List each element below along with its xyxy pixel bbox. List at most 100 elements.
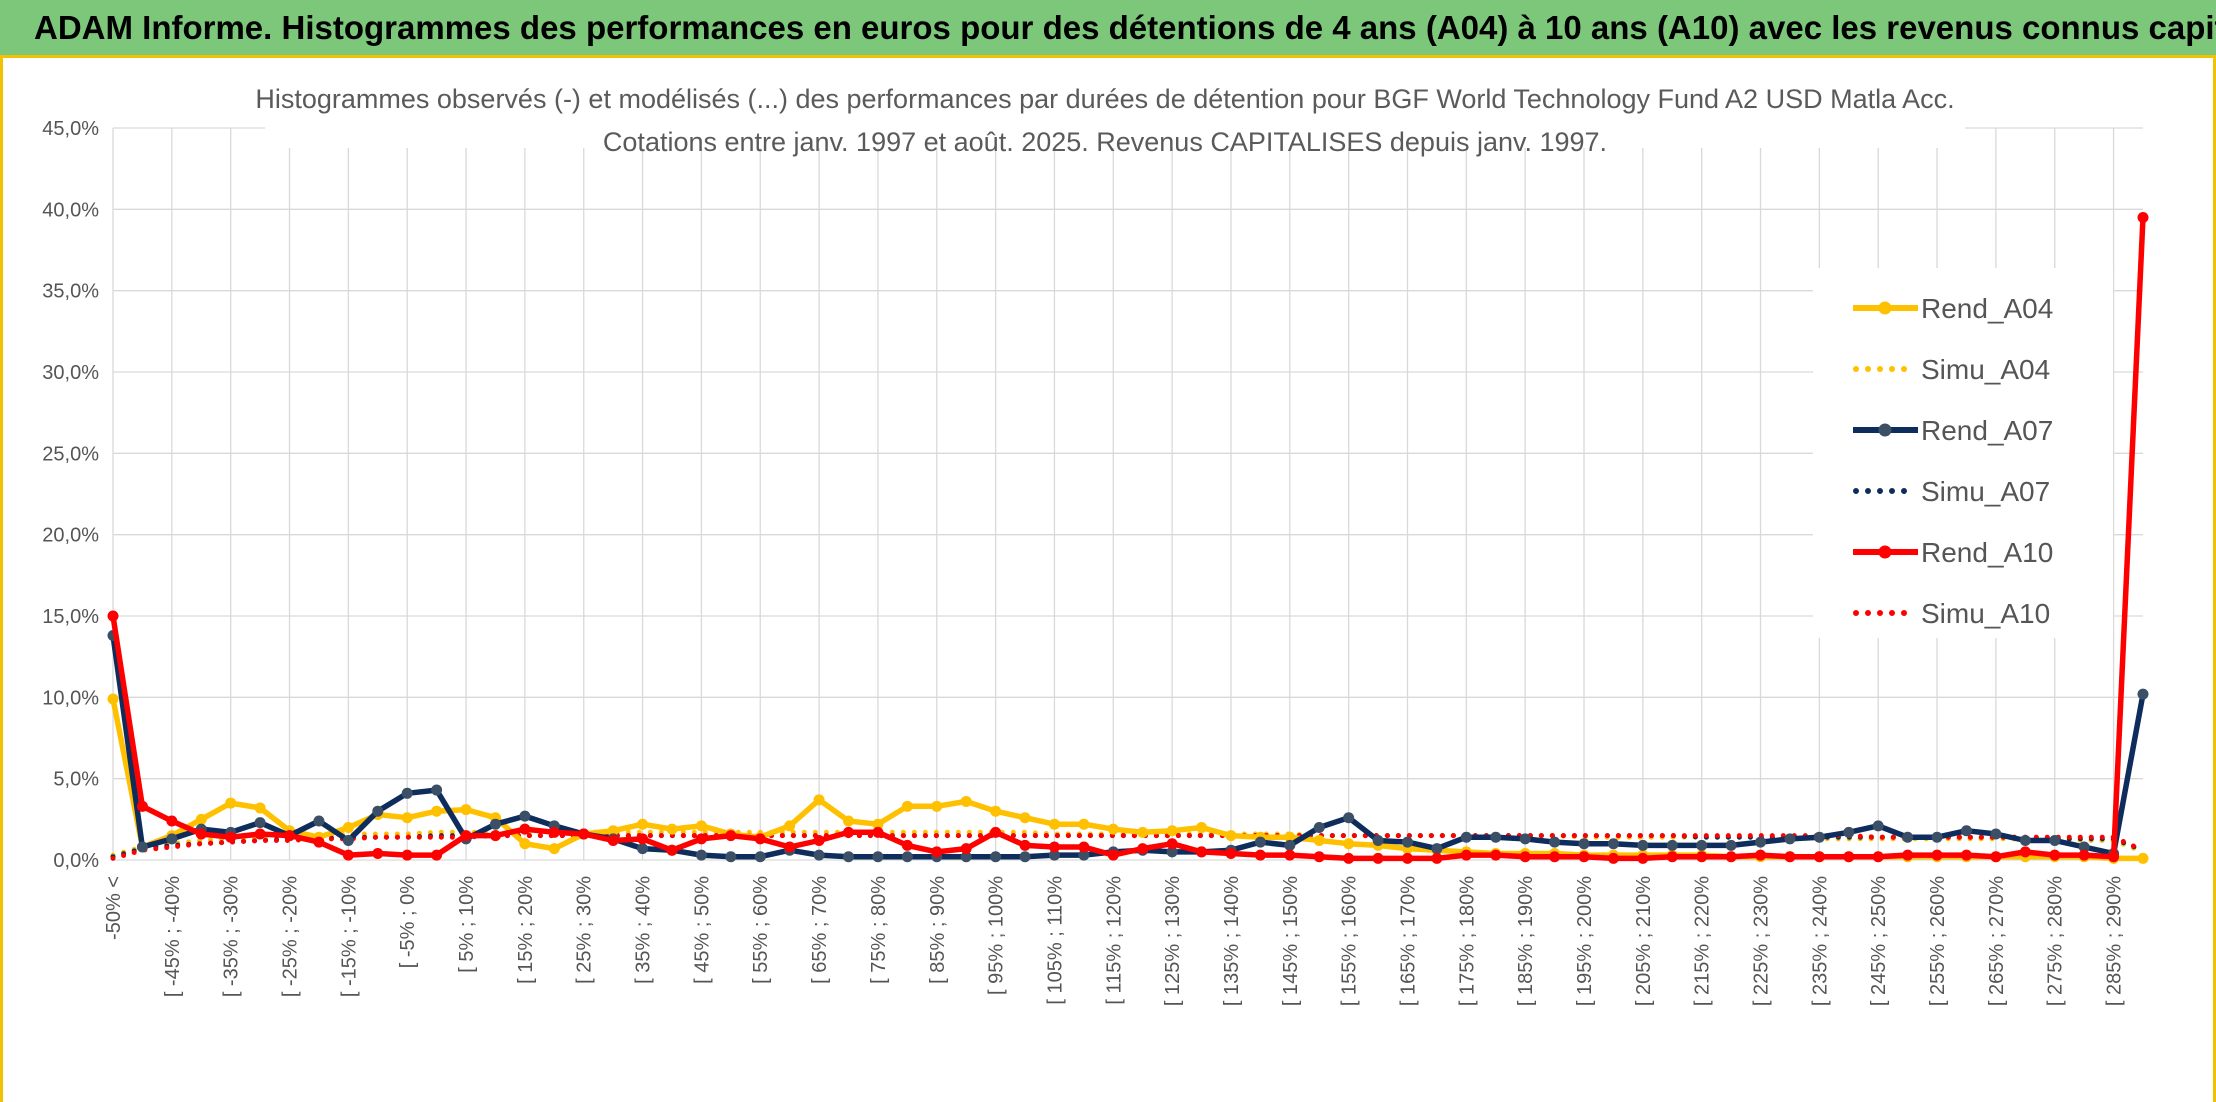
data-point-rend-a10 [1490,850,1501,861]
data-point-rend-a10 [1990,851,2001,862]
y-tick-label: 40,0% [42,199,99,221]
data-point-rend-a10 [166,815,177,826]
data-point-rend-a07 [637,843,648,854]
data-point-rend-a07 [1814,832,1825,843]
data-point-rend-a10 [755,833,766,844]
y-tick-label: 25,0% [42,443,99,465]
report-banner-title: ADAM Informe. Histogrammes des performan… [34,9,2216,47]
x-tick-label: [ 45% ; 50% [691,876,713,984]
x-tick-label: [ 25% ; 30% [574,876,596,984]
y-tick-label: 20,0% [42,525,99,547]
y-tick-label: 5,0% [53,769,99,791]
data-point-rend-a10 [872,827,883,838]
data-point-rend-a07 [2020,835,2031,846]
data-point-rend-a10 [666,845,677,856]
data-point-rend-a04 [402,812,413,823]
data-point-rend-a07 [990,851,1001,862]
data-point-rend-a10 [1696,851,1707,862]
chart-frame: 0,0%5,0%10,0%15,0%20,0%25,0%30,0%35,0%40… [0,58,2216,1102]
data-point-rend-a10 [1520,851,1531,862]
data-point-rend-a07 [1932,832,1943,843]
data-point-rend-a04 [431,806,442,817]
legend-marker-rend-a04 [1879,302,1892,315]
data-point-rend-a07 [1520,833,1531,844]
data-point-rend-a10 [1902,850,1913,861]
data-point-rend-a07 [1490,832,1501,843]
data-point-rend-a04 [1049,819,1060,830]
legend-label: Simu_A04 [1921,354,2050,385]
data-point-rend-a10 [137,801,148,812]
data-point-rend-a07 [1402,837,1413,848]
data-point-rend-a04 [1225,830,1236,841]
x-tick-label: [ 65% ; 70% [809,876,831,984]
data-point-rend-a10 [372,848,383,859]
data-point-rend-a10 [313,837,324,848]
data-point-rend-a07 [1314,822,1325,833]
data-point-rend-a04 [696,820,707,831]
data-point-rend-a10 [1343,853,1354,864]
data-point-rend-a10 [1373,853,1384,864]
data-point-rend-a10 [1843,851,1854,862]
data-point-rend-a07 [1873,820,1884,831]
data-point-rend-a10 [1078,841,1089,852]
data-point-rend-a07 [137,841,148,852]
x-tick-label: [ -25% ; -20% [280,876,302,997]
y-tick-label: 30,0% [42,362,99,384]
x-tick-label: [ 225% ; 230% [1751,876,1773,1006]
legend-marker-rend-a10 [1879,546,1892,559]
data-point-rend-a07 [1284,840,1295,851]
data-point-rend-a10 [2049,850,2060,861]
data-point-rend-a04 [961,796,972,807]
x-tick-label: [ 275% ; 280% [2045,876,2067,1006]
data-point-rend-a07 [1020,851,1031,862]
x-tick-label: [ 255% ; 260% [1927,876,1949,1006]
data-point-rend-a04 [519,838,530,849]
data-point-rend-a10 [1814,851,1825,862]
data-point-rend-a04 [843,815,854,826]
data-point-rend-a10 [490,830,501,841]
y-axis-ticks: 0,0%5,0%10,0%15,0%20,0%25,0%30,0%35,0%40… [42,118,99,872]
data-point-rend-a07 [255,817,266,828]
data-point-rend-a04 [343,822,354,833]
data-point-rend-a07 [372,806,383,817]
x-tick-label: [ 105% ; 110% [1044,876,1066,1005]
x-tick-label: [ 245% ; 250% [1868,876,1890,1006]
data-point-rend-a10 [784,841,795,852]
data-point-rend-a07 [431,785,442,796]
data-point-rend-a07 [1637,840,1648,851]
data-point-rend-a04 [931,801,942,812]
data-point-rend-a10 [225,832,236,843]
x-tick-label: [ -35% ; -30% [221,876,243,997]
data-point-rend-a10 [1284,850,1295,861]
chart-subtitle: Cotations entre janv. 1997 et août. 2025… [603,127,1607,157]
x-tick-label: [ 115% ; 120% [1103,876,1125,1005]
series-line-rend-a07 [113,636,2143,857]
x-tick-label: [ 35% ; 40% [633,876,655,984]
data-point-rend-a07 [1431,843,1442,854]
data-point-rend-a04 [1196,822,1207,833]
x-axis-ticks: -50% <[ -45% ; -40%[ -35% ; -30%[ -25% ;… [103,876,2126,1006]
data-point-rend-a10 [2138,212,2149,223]
y-tick-label: 45,0% [42,118,99,140]
x-tick-label: [ 265% ; 270% [1986,876,2008,1006]
data-point-rend-a10 [343,850,354,861]
x-tick-label: [ 55% ; 60% [750,876,772,984]
data-point-rend-a10 [196,828,207,839]
data-point-rend-a07 [2049,835,2060,846]
data-point-rend-a07 [872,851,883,862]
x-tick-label: [ 215% ; 220% [1692,876,1714,1006]
data-point-rend-a07 [1461,832,1472,843]
data-point-rend-a07 [2138,689,2149,700]
data-point-rend-a04 [1343,838,1354,849]
data-point-rend-a10 [637,833,648,844]
data-point-rend-a04 [2138,853,2149,864]
data-point-rend-a04 [814,794,825,805]
data-point-rend-a10 [608,835,619,846]
data-point-rend-a10 [1608,853,1619,864]
data-point-rend-a07 [1608,838,1619,849]
data-point-rend-a10 [1932,850,1943,861]
data-point-rend-a07 [696,850,707,861]
data-point-rend-a07 [725,851,736,862]
data-point-rend-a04 [549,843,560,854]
data-point-rend-a10 [1108,850,1119,861]
